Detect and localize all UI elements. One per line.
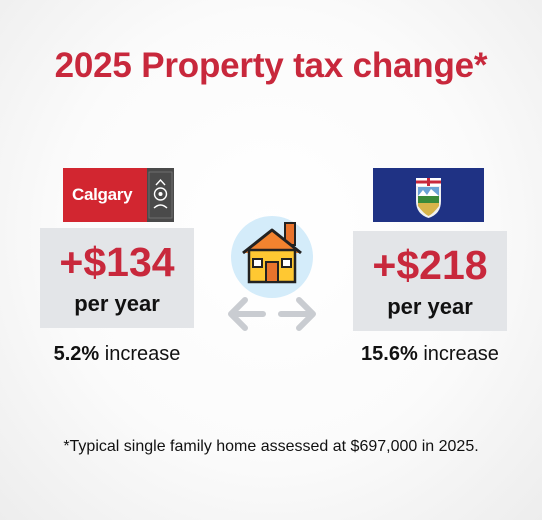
page-title: 2025 Property tax change* — [54, 46, 488, 85]
calgary-logo-text: Calgary — [72, 185, 133, 204]
calgary-increase-word: increase — [104, 343, 181, 365]
calgary-percent: 5.2% — [53, 343, 100, 365]
calgary-period: per year — [74, 291, 160, 316]
alberta-amount: +$218 — [372, 242, 488, 288]
calgary-increase: 5.2% increase — [7, 343, 227, 366]
house-exchange-icon — [219, 212, 325, 338]
alberta-percent: 15.6% — [361, 343, 418, 365]
alberta-tax-card: +$218 per year — [353, 231, 507, 331]
alberta-increase: 15.6% increase — [320, 343, 540, 366]
alberta-flag-icon — [373, 168, 484, 222]
calgary-amount: +$134 — [59, 239, 175, 285]
calgary-tax-card: +$134 per year — [40, 228, 194, 328]
alberta-increase-word: increase — [423, 343, 499, 365]
calgary-crest-icon — [147, 168, 174, 222]
footnote: *Typical single family home assessed at … — [63, 438, 479, 455]
alberta-period: per year — [387, 294, 473, 319]
calgary-logo: Calgary — [63, 168, 174, 222]
